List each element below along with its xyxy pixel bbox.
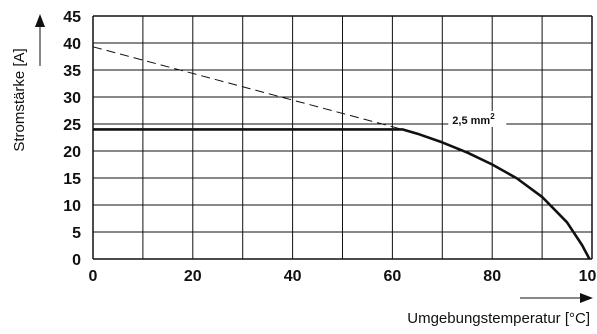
x-axis-title: Umgebungstemperatur [°C] [407, 310, 590, 327]
annotation-superscript: 2 [490, 112, 495, 121]
y-tick-label: 35 [63, 63, 81, 80]
y-tick-label: 20 [63, 144, 81, 161]
annotations: 2,5 mm2 [448, 111, 507, 127]
x-tick-label: 20 [184, 268, 202, 285]
grid [92, 15, 593, 260]
series-group [92, 46, 591, 260]
x-axis-arrow-icon [580, 293, 593, 303]
y-axis-title: Stromstärke [A] [11, 48, 28, 151]
x-tick-label: 60 [384, 268, 402, 285]
y-tick-label: 40 [63, 36, 81, 53]
x-tick-label: 80 [483, 268, 501, 285]
y-tick-label: 5 [72, 225, 81, 242]
dashed-extrapolation-line [92, 46, 403, 130]
y-tick-label: 0 [72, 252, 81, 269]
y-tick-label: 25 [63, 117, 81, 134]
annotation-label: 2,5 mm2 [452, 112, 495, 127]
y-tick-label: 45 [63, 9, 81, 26]
x-tick-label: 40 [284, 268, 302, 285]
derating-curve-line [93, 128, 591, 260]
x-tick-label: 0 [89, 268, 98, 285]
annotation-background [448, 111, 507, 127]
y-axis-arrow-icon [35, 14, 45, 27]
y-tick-label: 30 [63, 90, 81, 107]
tick-labels: 0 20 40 60 80 100 0 5 10 15 20 25 30 35 40 45 [63, 9, 597, 285]
y-tick-label: 10 [63, 198, 81, 215]
x-tick-label: 100 [579, 268, 597, 285]
y-tick-label: 15 [63, 171, 81, 188]
